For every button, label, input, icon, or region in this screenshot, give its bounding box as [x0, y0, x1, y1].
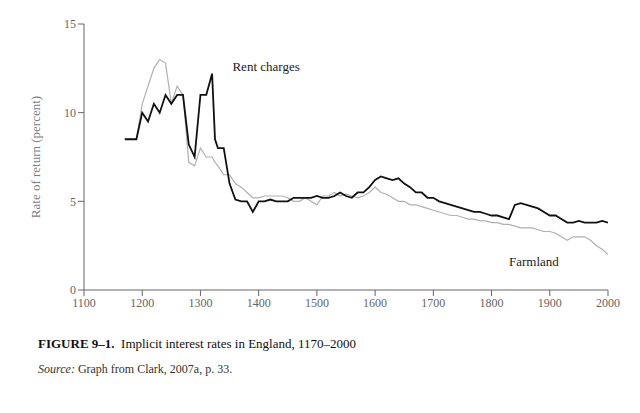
svg-text:1500: 1500 — [305, 296, 329, 310]
svg-text:2000: 2000 — [596, 296, 620, 310]
svg-text:5: 5 — [70, 195, 76, 209]
svg-text:1800: 1800 — [480, 296, 504, 310]
svg-text:Farmland: Farmland — [509, 254, 559, 269]
svg-text:1700: 1700 — [421, 296, 445, 310]
svg-text:1400: 1400 — [247, 296, 271, 310]
svg-text:15: 15 — [64, 17, 76, 31]
svg-text:Rate of return (percent): Rate of return (percent) — [28, 96, 43, 218]
svg-text:1600: 1600 — [363, 296, 387, 310]
svg-text:1300: 1300 — [188, 296, 212, 310]
html-text:FIGURE 9–1. Implicit interest: FIGURE 9–1. Implicit interest rates in E… — [38, 336, 356, 351]
svg-text:0: 0 — [70, 283, 76, 297]
svg-text:1900: 1900 — [538, 296, 562, 310]
svg-text:1100: 1100 — [72, 296, 96, 310]
svg-text:10: 10 — [64, 106, 76, 120]
html-text:Source: Graph from Clark, 2007: Source: Graph from Clark, 2007a, p. 33. — [38, 362, 233, 376]
svg-text:1200: 1200 — [130, 296, 154, 310]
svg-text:Rent charges: Rent charges — [232, 59, 299, 74]
